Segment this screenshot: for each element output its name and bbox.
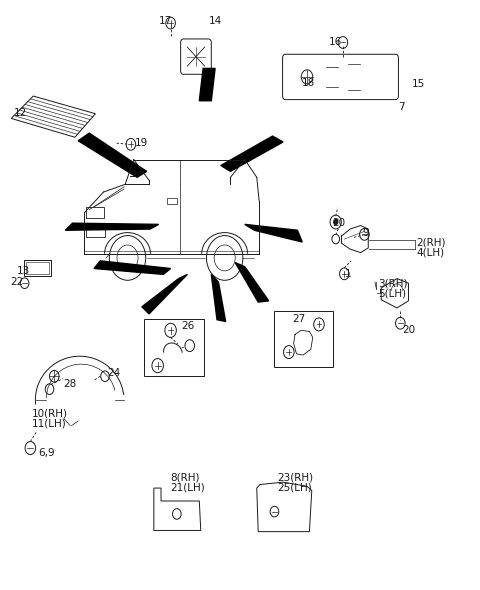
Polygon shape [199, 68, 215, 101]
Polygon shape [142, 274, 187, 314]
Text: 28: 28 [63, 379, 76, 389]
Text: 8(RH): 8(RH) [170, 473, 200, 483]
Bar [24, 260, 51, 276]
Text: 24: 24 [107, 368, 120, 378]
Bar [144, 319, 204, 376]
Text: 27: 27 [293, 313, 306, 323]
Text: 19: 19 [135, 138, 148, 148]
Polygon shape [245, 224, 302, 242]
Text: 13: 13 [16, 267, 30, 277]
Text: 16: 16 [328, 37, 342, 47]
Text: 23(RH): 23(RH) [277, 473, 313, 483]
Bar [86, 206, 104, 218]
Text: 5(LH): 5(LH) [378, 289, 406, 298]
Bar [86, 224, 105, 237]
Text: 20: 20 [332, 218, 345, 228]
Text: 21(LH): 21(LH) [170, 483, 205, 493]
Text: 3(RH): 3(RH) [378, 278, 408, 289]
Text: 11(LH): 11(LH) [32, 418, 67, 428]
Text: 1: 1 [344, 270, 351, 280]
Polygon shape [65, 223, 158, 230]
Bar [26, 262, 49, 274]
Text: 10(RH): 10(RH) [32, 409, 68, 419]
Text: 6,9: 6,9 [38, 448, 55, 458]
Text: 26: 26 [181, 320, 195, 330]
Polygon shape [78, 133, 147, 177]
Bar [167, 198, 177, 204]
Text: 15: 15 [412, 79, 426, 89]
Circle shape [334, 219, 338, 225]
Text: 4(LH): 4(LH) [416, 248, 444, 258]
Text: 20: 20 [402, 325, 415, 335]
Polygon shape [235, 263, 269, 302]
Polygon shape [211, 274, 226, 322]
Polygon shape [221, 136, 283, 171]
Text: 2(RH): 2(RH) [416, 237, 445, 247]
Text: 22: 22 [10, 277, 24, 287]
Polygon shape [94, 261, 170, 274]
Text: 25(LH): 25(LH) [277, 483, 312, 493]
Text: 7: 7 [398, 101, 405, 112]
Text: 18: 18 [302, 78, 315, 88]
Text: 14: 14 [209, 17, 222, 27]
Text: 17: 17 [158, 17, 172, 27]
Bar [274, 311, 333, 367]
Text: 9: 9 [362, 228, 369, 238]
Text: 12: 12 [14, 107, 27, 117]
